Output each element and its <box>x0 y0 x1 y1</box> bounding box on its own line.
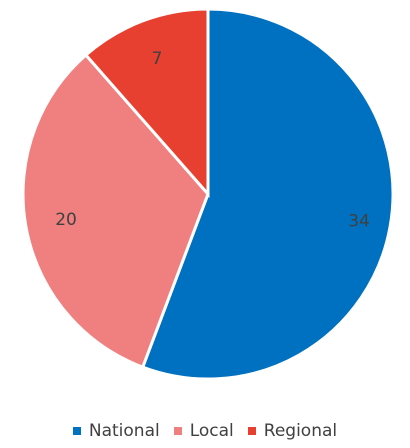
legend-swatch-regional <box>247 427 256 435</box>
data-label-national: 34 <box>348 212 370 232</box>
legend-swatch-local <box>173 427 182 435</box>
data-label-local: 20 <box>55 210 77 230</box>
pie-slice-national <box>140 7 395 381</box>
pie-slices <box>21 7 395 381</box>
pie-slice-regional <box>83 7 210 198</box>
legend-item-local: Local <box>173 421 234 441</box>
pie-data-labels: 34 20 7 <box>55 49 370 232</box>
legend-label-local: Local <box>189 421 234 441</box>
legend-swatch-national <box>72 427 81 435</box>
legend-label-national: National <box>88 421 160 441</box>
legend-label-regional: Regional <box>263 421 338 441</box>
legend: National Local Regional <box>0 418 410 444</box>
legend-item-national: National <box>72 421 160 441</box>
pie-slice-local <box>21 52 210 370</box>
data-label-regional: 7 <box>152 49 163 69</box>
legend-item-regional: Regional <box>247 421 338 441</box>
